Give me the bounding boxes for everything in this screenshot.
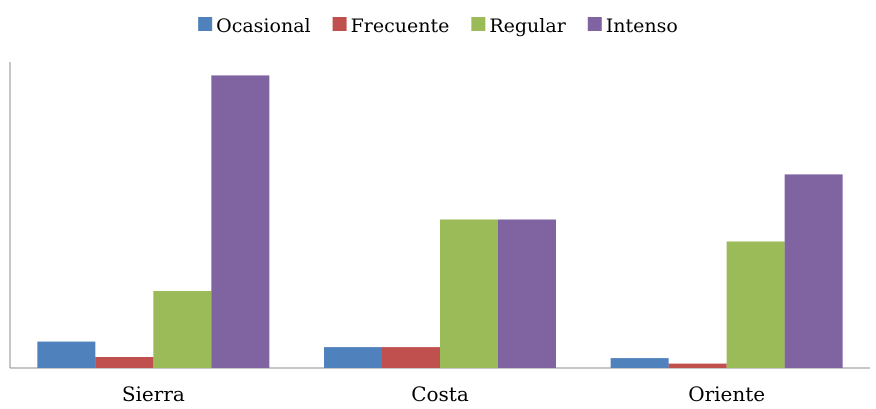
bar-oriente-frecuente — [668, 363, 727, 368]
legend-item-intenso: Intenso — [587, 15, 678, 37]
category-label-sierra: Sierra — [122, 382, 185, 406]
bar-oriente-intenso — [784, 174, 843, 368]
legend-swatch-regular — [471, 17, 486, 31]
plot-area: Sierra Costa Oriente — [9, 62, 870, 406]
legend-label-ocasional: Ocasional — [216, 15, 310, 37]
legend-label-regular: Regular — [489, 15, 566, 37]
bar-sierra-ocasional — [37, 341, 96, 368]
bar-costa-ocasional — [324, 347, 382, 368]
bars — [37, 75, 843, 369]
legend-item-frecuente: Frecuente — [332, 15, 450, 37]
legend-swatch-intenso — [587, 17, 602, 31]
category-label-costa: Costa — [411, 382, 469, 406]
legend-item-regular: Regular — [471, 15, 567, 37]
bar-sierra-intenso — [211, 75, 270, 369]
bar-costa-intenso — [498, 219, 556, 368]
bar-oriente-ocasional — [610, 358, 669, 368]
category-label-oriente: Oriente — [688, 382, 765, 406]
category-labels: Sierra Costa Oriente — [122, 382, 765, 406]
bar-sierra-regular — [153, 291, 212, 368]
legend-swatch-frecuente — [332, 17, 347, 31]
bar-costa-regular — [440, 219, 498, 368]
bar-oriente-regular — [726, 241, 785, 368]
legend-item-ocasional: Ocasional — [198, 15, 311, 37]
legend-swatch-ocasional — [198, 17, 213, 31]
bar-costa-frecuente — [382, 347, 440, 368]
legend-label-intenso: Intenso — [606, 15, 678, 37]
legend-label-frecuente: Frecuente — [351, 15, 450, 37]
bar-sierra-frecuente — [95, 357, 154, 368]
legend: Ocasional Frecuente Regular Intenso — [198, 15, 678, 37]
